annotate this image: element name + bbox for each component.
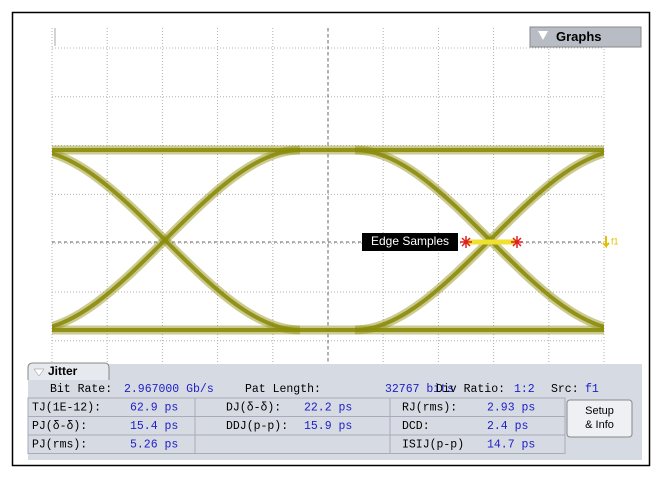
measure-value: 5.26 ps <box>130 439 178 452</box>
summary-label: Bit Rate: <box>50 383 112 396</box>
trace-arrow <box>602 236 610 249</box>
table-row <box>27 434 566 454</box>
eye-trace <box>52 148 301 329</box>
summary-label: Src: <box>551 383 579 396</box>
measure-label: DDJ(p-p): <box>226 420 288 433</box>
measurements: Bit Rate: 2.967000 Gb/s Pat Length: 32767 b… <box>27 383 599 454</box>
measure-value: 22.2 ps <box>304 402 352 415</box>
setup-label[interactable]: & Info <box>585 419 614 431</box>
measure-label: PJ(δ-δ): <box>32 420 87 433</box>
jitter-tab[interactable] <box>27 362 110 380</box>
jitter-panel <box>28 364 642 460</box>
summary-value: 2.967000 Gb/s <box>124 383 214 396</box>
measure-label: TJ(1E-12): <box>32 402 101 415</box>
tab-arrow <box>33 368 45 377</box>
measure-label: ISIJ(p-p) <box>402 439 464 452</box>
measure-value: 62.9 ps <box>130 402 178 415</box>
graphs-button-label[interactable]: Graphs <box>556 29 602 44</box>
measure-value: 2.4 ps <box>487 420 528 433</box>
setup-label[interactable]: Setup <box>585 405 614 417</box>
summary-value: 1:2 <box>514 383 535 396</box>
summary-value: f1 <box>585 383 599 396</box>
summary-label: Pat Length: <box>245 383 321 396</box>
measure-value: 14.7 ps <box>487 439 535 452</box>
summary-label: Div Ratio: <box>436 383 505 396</box>
setup-button[interactable]: Setup & Info <box>566 399 633 438</box>
measure-label: DCD: <box>402 420 430 433</box>
graphs-button[interactable]: Graphs <box>529 26 642 48</box>
measure-label: PJ(rms): <box>32 439 87 452</box>
measure-value: 2.93 ps <box>487 402 535 415</box>
edge-markers <box>460 236 523 248</box>
annotation-box <box>362 233 458 251</box>
measure-label: DJ(δ-δ): <box>226 402 281 415</box>
summary-value: 32767 bits <box>385 383 454 396</box>
annotation: Edge Samples <box>371 234 449 248</box>
jitter-tab-label[interactable]: Jitter <box>48 364 78 378</box>
trace-label: f1 <box>611 236 619 246</box>
measure-value: 15.9 ps <box>304 420 352 433</box>
measure-label: RJ(rms): <box>402 402 457 415</box>
measure-value: 15.4 ps <box>130 420 178 433</box>
